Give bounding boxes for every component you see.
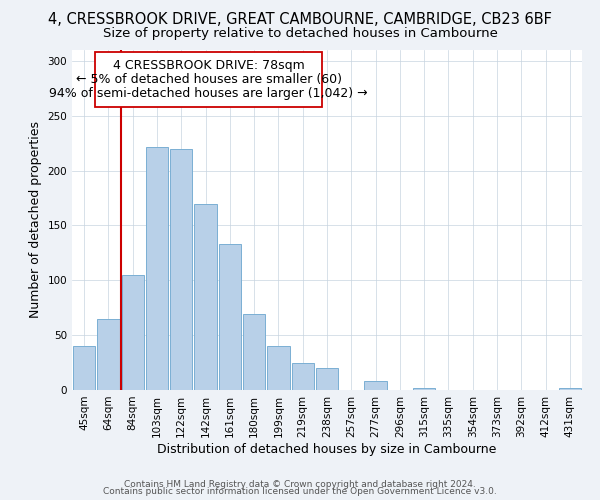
Text: Contains public sector information licensed under the Open Government Licence v3: Contains public sector information licen… bbox=[103, 488, 497, 496]
Y-axis label: Number of detached properties: Number of detached properties bbox=[29, 122, 42, 318]
Bar bbox=[413, 388, 436, 390]
Bar bbox=[364, 381, 387, 390]
Bar bbox=[559, 388, 581, 390]
Bar bbox=[316, 368, 338, 390]
Bar bbox=[146, 146, 168, 390]
Text: 94% of semi-detached houses are larger (1,042) →: 94% of semi-detached houses are larger (… bbox=[49, 88, 368, 101]
FancyBboxPatch shape bbox=[95, 52, 322, 107]
Text: Contains HM Land Registry data © Crown copyright and database right 2024.: Contains HM Land Registry data © Crown c… bbox=[124, 480, 476, 489]
Bar bbox=[292, 362, 314, 390]
Text: 4, CRESSBROOK DRIVE, GREAT CAMBOURNE, CAMBRIDGE, CB23 6BF: 4, CRESSBROOK DRIVE, GREAT CAMBOURNE, CA… bbox=[48, 12, 552, 28]
X-axis label: Distribution of detached houses by size in Cambourne: Distribution of detached houses by size … bbox=[157, 442, 497, 456]
Text: 4 CRESSBROOK DRIVE: 78sqm: 4 CRESSBROOK DRIVE: 78sqm bbox=[113, 59, 304, 72]
Bar bbox=[73, 346, 95, 390]
Text: Size of property relative to detached houses in Cambourne: Size of property relative to detached ho… bbox=[103, 28, 497, 40]
Bar bbox=[243, 314, 265, 390]
Text: ← 5% of detached houses are smaller (60): ← 5% of detached houses are smaller (60) bbox=[76, 73, 341, 86]
Bar bbox=[267, 346, 290, 390]
Bar bbox=[194, 204, 217, 390]
Bar bbox=[170, 148, 193, 390]
Bar bbox=[218, 244, 241, 390]
Bar bbox=[97, 318, 119, 390]
Bar bbox=[122, 275, 144, 390]
